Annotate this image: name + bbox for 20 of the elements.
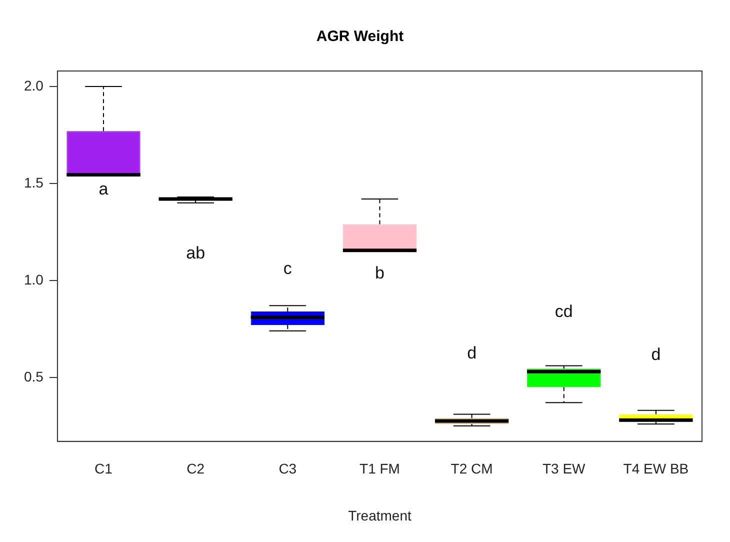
chart-title: AGR Weight <box>316 28 404 46</box>
x-axis-title: Treatment <box>348 507 412 524</box>
x-tick-label: T2 CM <box>450 460 493 477</box>
annotation: a <box>98 179 109 198</box>
x-tick-label: T4 EW BB <box>623 460 689 477</box>
y-tick-label: 0.5 <box>24 368 44 384</box>
annotation: cd <box>554 302 573 321</box>
x-tick-label: T3 EW <box>542 460 586 477</box>
x-tick-label: C1 <box>94 460 113 477</box>
x-tick-label: T1 FM <box>360 460 400 477</box>
y-tick-label: 1.5 <box>24 174 44 190</box>
x-tick-label: C3 <box>278 460 297 477</box>
y-tick-label: 1.0 <box>24 271 44 288</box>
x-tick-label: C2 <box>186 460 205 477</box>
annotation: d <box>467 343 477 362</box>
y-tick-label: 2.0 <box>24 77 44 94</box>
annotation: c <box>283 259 292 278</box>
annotation: ab <box>186 244 206 263</box>
annotation: b <box>374 263 384 282</box>
annotation: d <box>651 345 661 364</box>
